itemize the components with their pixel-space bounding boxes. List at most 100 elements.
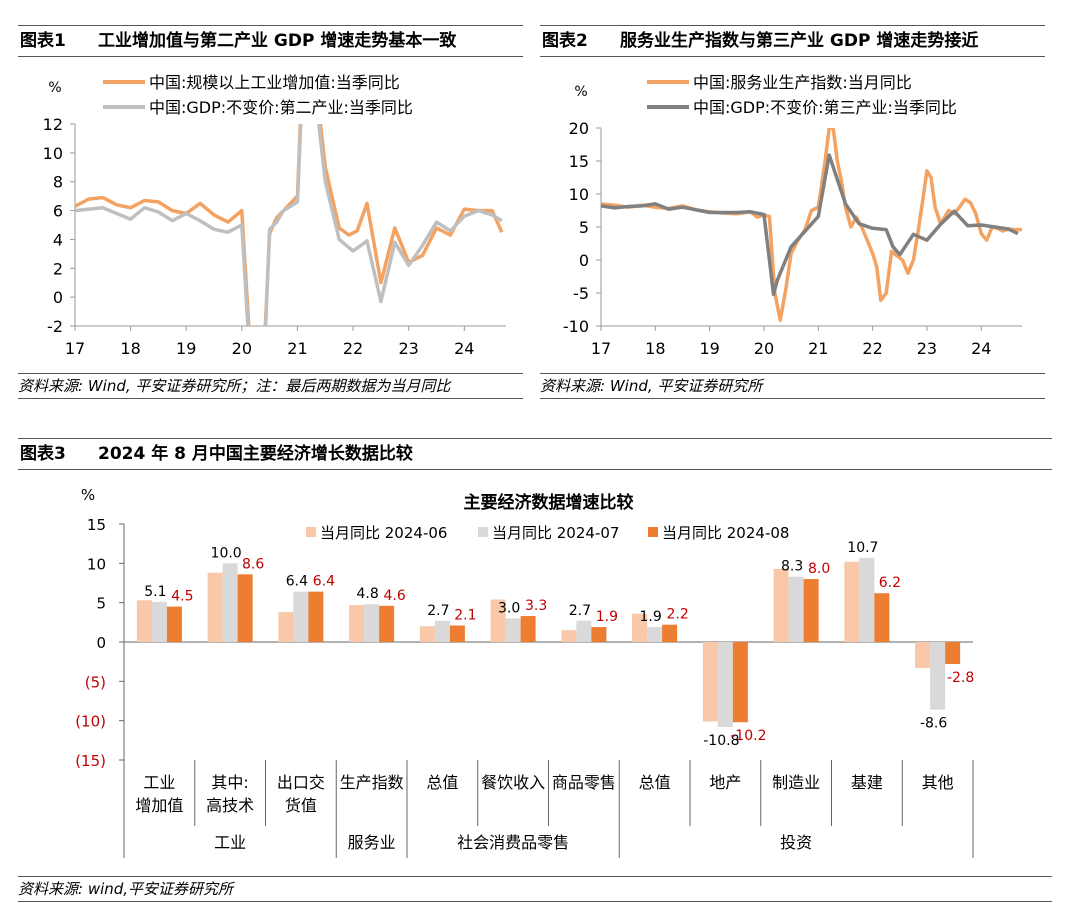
chart3-category-label: 其他 xyxy=(922,773,954,792)
chart3-data-label: 10.0 xyxy=(211,545,242,561)
chart2-x-tick-label: 22 xyxy=(862,339,882,358)
chart3-y-tick-label: 15 xyxy=(87,516,106,534)
chart3-category-label: 总值 xyxy=(426,773,458,792)
chart3-bar xyxy=(349,605,365,642)
chart2-y-tick-label: 15 xyxy=(569,152,589,171)
chart3-y-tick-label: 10 xyxy=(87,555,106,573)
figure1-label: 图表1 xyxy=(20,31,66,51)
chart1-y-tick-label: 2 xyxy=(53,259,63,278)
chart3-group-label: 工业 xyxy=(214,833,246,852)
chart3-y-tick-label: 0 xyxy=(96,634,106,652)
figure1-title-bar: 图表1 工业增加值与第二产业 GDP 增速走势基本一致 xyxy=(18,25,523,57)
chart1-x-tick-label: 23 xyxy=(398,339,418,358)
chart3-bar xyxy=(702,642,718,722)
chart3-legend-label-2: 当月同比 2024-07 xyxy=(492,524,619,542)
chart2-x-tick-label: 24 xyxy=(971,339,991,358)
chart3-bar xyxy=(632,613,648,642)
figure2-title-bar: 图表2 服务业生产指数与第三产业 GDP 增速走势接近 xyxy=(540,25,1045,57)
chart3-category-label: 基建 xyxy=(851,773,883,792)
chart3-data-label: 3.0 xyxy=(498,600,520,616)
chart3-data-label: 3.3 xyxy=(525,598,547,614)
chart3-bar xyxy=(662,624,678,642)
chart3-category-label: 生产指数 xyxy=(340,773,404,792)
chart3-legend-label-3: 当月同比 2024-08 xyxy=(662,524,789,542)
chart2-x-tick-label: 18 xyxy=(645,339,665,358)
chart3-category-label: 增加值 xyxy=(135,796,183,815)
chart3-bar xyxy=(379,605,395,642)
chart3-y-tick-label: (5) xyxy=(85,673,106,691)
figure1-source: 资料来源: Wind, 平安证券研究所；注：最后两期数据为当月同比 xyxy=(18,373,523,399)
chart3-group-label: 社会消费品零售 xyxy=(457,833,569,852)
chart1-series-2-line xyxy=(75,124,503,326)
chart1-y-tick-label: 6 xyxy=(53,202,63,221)
chart3-bar xyxy=(136,600,152,642)
chart3-bar xyxy=(591,627,607,642)
chart3-category-label: 出口交 xyxy=(277,773,325,792)
chart3-category-label: 地产 xyxy=(709,773,741,792)
chart1-x-tick-label: 18 xyxy=(120,339,140,358)
chart2-y-tick-label: -10 xyxy=(563,317,589,336)
chart3-category-label: 货值 xyxy=(285,796,317,815)
chart1-x-tick-label: 20 xyxy=(232,339,252,358)
chart3-data-label: 6.4 xyxy=(313,574,335,590)
chart3-data-label: 8.6 xyxy=(242,556,264,572)
chart2-series-2-line xyxy=(601,153,1019,297)
chart3-data-label: 4.5 xyxy=(171,589,193,605)
figure1-title: 工业增加值与第二产业 GDP 增速走势基本一致 xyxy=(98,31,457,51)
chart1-y-tick-label: 10 xyxy=(43,144,63,163)
chart1-y-tick-label: 4 xyxy=(53,230,63,249)
chart3-data-label: 2.7 xyxy=(569,603,591,619)
chart3-bar xyxy=(732,642,748,723)
chart3-bar xyxy=(237,574,253,642)
chart2-y-unit: % xyxy=(574,84,587,100)
chart3-bar xyxy=(278,612,294,642)
chart3-data-label: 4.6 xyxy=(383,588,405,604)
chart2-legend-label-1: 中国:服务业生产指数:当月同比 xyxy=(693,73,912,92)
chart3-y-tick-label: 5 xyxy=(96,595,106,613)
chart1-x-tick-label: 24 xyxy=(454,339,474,358)
chart3-category-label: 商品零售 xyxy=(552,773,616,792)
chart1-y-tick-label: 0 xyxy=(53,288,63,307)
chart3-y-tick-label: (15) xyxy=(75,752,106,770)
chart2-x-tick-label: 20 xyxy=(754,339,774,358)
chart3-category-label: 工业 xyxy=(143,773,175,792)
chart3-group-label: 投资 xyxy=(780,833,812,852)
chart2-services-vs-tertiary-gdp: % -10 -5 0 5 10 15 20 17 18 19 20 21 22 23 24 中国:服务业生产指数… xyxy=(563,73,1022,358)
chart3-y-unit: % xyxy=(81,486,95,504)
chart2-x-tick-label: 17 xyxy=(591,339,611,358)
chart3-category-label: 总值 xyxy=(639,773,671,792)
chart1-y-tick-label: 12 xyxy=(43,115,63,134)
chart3-data-label: 2.1 xyxy=(454,607,476,623)
chart3-group-label: 服务业 xyxy=(348,833,396,852)
chart2-y-tick-label: -5 xyxy=(573,284,589,303)
chart3-legend-swatch-3 xyxy=(648,527,658,537)
chart3-data-label: 2.2 xyxy=(666,607,688,623)
figure2-label: 图表2 xyxy=(542,31,588,51)
chart2-x-tick-label: 19 xyxy=(699,339,719,358)
chart1-x-tick-label: 21 xyxy=(287,339,307,358)
chart3-title: 主要经济数据增速比较 xyxy=(464,492,634,513)
chart1-x-tick-label: 17 xyxy=(65,339,85,358)
chart1-x-tick-label: 19 xyxy=(176,339,196,358)
chart3-bar xyxy=(788,576,804,642)
figure3-source: 资料来源: wind,平安证券研究所 xyxy=(18,876,1052,902)
chart3-bar xyxy=(166,606,182,642)
chart3-bar xyxy=(803,579,819,642)
figure2-title: 服务业生产指数与第三产业 GDP 增速走势接近 xyxy=(620,31,979,51)
chart3-bar xyxy=(773,568,789,642)
chart3-bar xyxy=(434,620,450,642)
chart3-bar xyxy=(945,642,961,665)
chart1-series-1-line xyxy=(75,124,504,326)
chart3-data-label: 4.8 xyxy=(356,586,378,602)
chart2-x-tick-label: 21 xyxy=(808,339,828,358)
chart2-legend-label-2: 中国:GDP:不变价:第三产业:当季同比 xyxy=(693,98,957,117)
chart3-bar xyxy=(151,601,167,642)
chart3-bar xyxy=(915,642,931,668)
chart3-category-label: 餐饮收入 xyxy=(481,773,545,792)
chart3-category-label: 制造业 xyxy=(772,773,820,792)
chart3-data-label: -10.8 xyxy=(703,733,739,749)
chart1-x-tick-label: 22 xyxy=(343,339,363,358)
chart3-bar xyxy=(561,630,577,642)
chart1-y-tick-label: 8 xyxy=(53,173,63,192)
